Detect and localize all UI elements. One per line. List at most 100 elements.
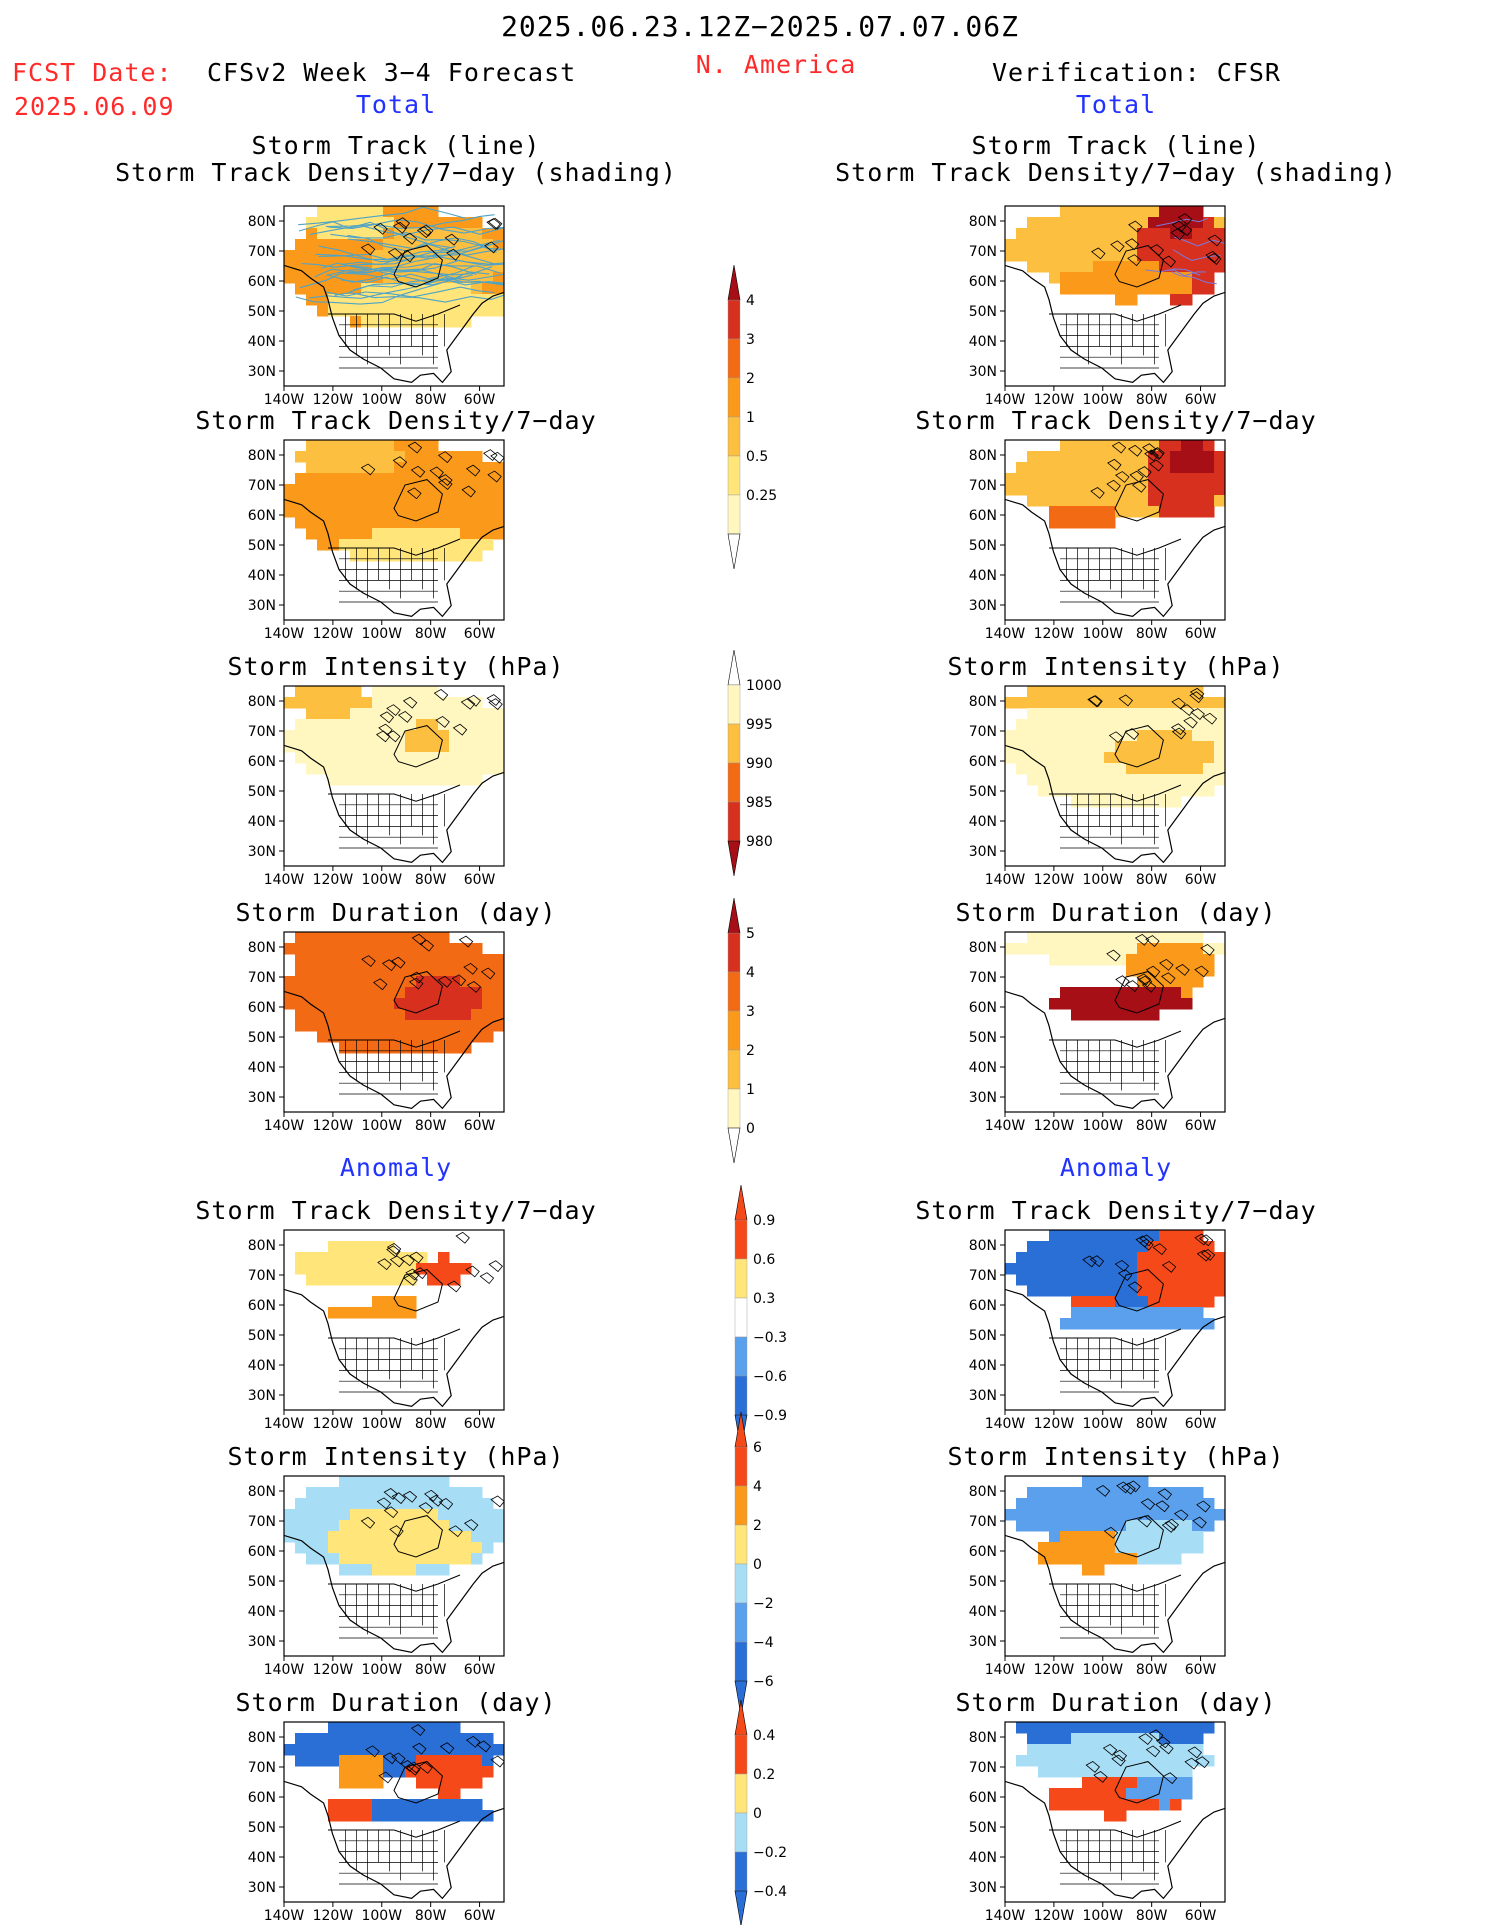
shade-cell bbox=[361, 550, 373, 562]
shade-cell bbox=[1082, 1733, 1094, 1745]
shade-cell bbox=[1082, 506, 1094, 518]
shade-cell bbox=[306, 272, 318, 284]
shade-cell bbox=[1115, 1744, 1127, 1756]
y-tick-label: 30N bbox=[248, 1090, 276, 1106]
shade-cell bbox=[350, 206, 362, 218]
shade-cell bbox=[295, 998, 307, 1010]
border-line bbox=[1049, 1329, 1181, 1345]
shade-cell bbox=[394, 239, 406, 251]
arctic-island bbox=[1115, 1260, 1128, 1271]
shade-cell bbox=[1148, 1542, 1160, 1554]
shade-cell bbox=[317, 1542, 329, 1554]
x-tick-label: 80W bbox=[1136, 392, 1168, 408]
shade-cell bbox=[328, 1020, 340, 1032]
shade-cell bbox=[1038, 1252, 1050, 1264]
shade-cell bbox=[427, 217, 439, 229]
shade-cell bbox=[460, 1799, 472, 1811]
arctic-island bbox=[488, 471, 501, 482]
shade-cell bbox=[1170, 1285, 1182, 1297]
shade-cell bbox=[1093, 730, 1105, 742]
storm-track-line bbox=[330, 232, 497, 253]
shade-cell bbox=[1038, 1733, 1050, 1745]
shade-cell bbox=[1148, 462, 1160, 474]
shade-cell bbox=[1071, 1799, 1083, 1811]
shade-cell bbox=[449, 965, 461, 977]
arctic-island bbox=[1096, 1486, 1109, 1497]
shade-cell bbox=[1071, 686, 1083, 698]
shade-cell bbox=[1060, 484, 1072, 496]
shade-cell bbox=[1060, 495, 1072, 507]
shade-cell bbox=[1159, 1307, 1171, 1319]
arctic-island bbox=[414, 1268, 427, 1279]
shade-cell bbox=[1005, 943, 1017, 955]
shade-cell bbox=[449, 1766, 461, 1778]
verification-title: Verification: CFSR bbox=[992, 58, 1281, 87]
shade-cell bbox=[1148, 217, 1160, 229]
shade-cell bbox=[1038, 462, 1050, 474]
shade-cell bbox=[460, 763, 472, 775]
shade-cell bbox=[383, 1722, 395, 1734]
shade-cell bbox=[1137, 686, 1149, 698]
y-tick-label: 30N bbox=[969, 1880, 997, 1896]
shade-cell bbox=[1115, 440, 1127, 452]
shade-cell bbox=[295, 495, 307, 507]
shade-cell bbox=[1038, 1498, 1050, 1510]
shade-cell bbox=[1071, 987, 1083, 999]
shade-cell bbox=[449, 528, 461, 540]
shade-cell bbox=[361, 976, 373, 988]
shade-cell bbox=[493, 1744, 504, 1756]
shade-cell bbox=[372, 1009, 384, 1021]
shade-cell bbox=[1104, 697, 1116, 709]
x-tick-label: 120W bbox=[1034, 626, 1075, 642]
shade-cell bbox=[295, 976, 307, 988]
shade-cell bbox=[1016, 1498, 1028, 1510]
shade-cell bbox=[493, 763, 504, 775]
shade-cell bbox=[350, 316, 362, 328]
shade-cell bbox=[493, 708, 504, 720]
shade-cell bbox=[460, 987, 472, 999]
shade-cell bbox=[1082, 1509, 1094, 1521]
shade-cell bbox=[372, 1799, 384, 1811]
colorbar-label: 0 bbox=[746, 1121, 755, 1137]
shade-cell bbox=[394, 965, 406, 977]
shade-cell bbox=[350, 228, 362, 240]
shade-cell bbox=[1170, 987, 1182, 999]
shade-cell bbox=[1038, 261, 1050, 273]
shade-cell bbox=[350, 495, 362, 507]
colorbar-cell bbox=[734, 1219, 748, 1260]
shade-cell bbox=[383, 1274, 395, 1286]
arctic-island bbox=[1203, 713, 1216, 724]
shade-cell bbox=[427, 451, 439, 463]
shade-cell bbox=[460, 239, 472, 251]
shade-cell bbox=[449, 1263, 461, 1275]
shade-cell bbox=[328, 932, 340, 944]
shade-cell bbox=[1137, 261, 1149, 273]
colorbar-label: 980 bbox=[746, 834, 773, 850]
shade-cell bbox=[405, 550, 417, 562]
shade-cell bbox=[482, 965, 494, 977]
shade-cell bbox=[394, 283, 406, 295]
colorbar-label: 0.2 bbox=[753, 1767, 775, 1783]
shade-cell bbox=[1159, 998, 1171, 1010]
arctic-island bbox=[401, 251, 414, 262]
shade-cell bbox=[1027, 943, 1039, 955]
shade-cell bbox=[1126, 965, 1138, 977]
shade-cell bbox=[416, 1766, 428, 1778]
shade-cell bbox=[372, 719, 384, 731]
shade-cell bbox=[372, 484, 384, 496]
shade-cell bbox=[1126, 462, 1138, 474]
shade-cell bbox=[1049, 484, 1061, 496]
shade-cell bbox=[1093, 1755, 1105, 1767]
shade-cell bbox=[1159, 217, 1171, 229]
shade-cell bbox=[1192, 1230, 1204, 1242]
shade-cell bbox=[1170, 785, 1182, 797]
shade-cell bbox=[438, 305, 450, 317]
shade-cell bbox=[1115, 686, 1127, 698]
x-tick-label: 140W bbox=[985, 392, 1026, 408]
storm-track-line bbox=[1171, 271, 1217, 285]
shade-cell bbox=[1027, 752, 1039, 764]
arctic-island bbox=[439, 475, 452, 486]
shade-cell bbox=[405, 998, 417, 1010]
shade-cell bbox=[449, 1487, 461, 1499]
